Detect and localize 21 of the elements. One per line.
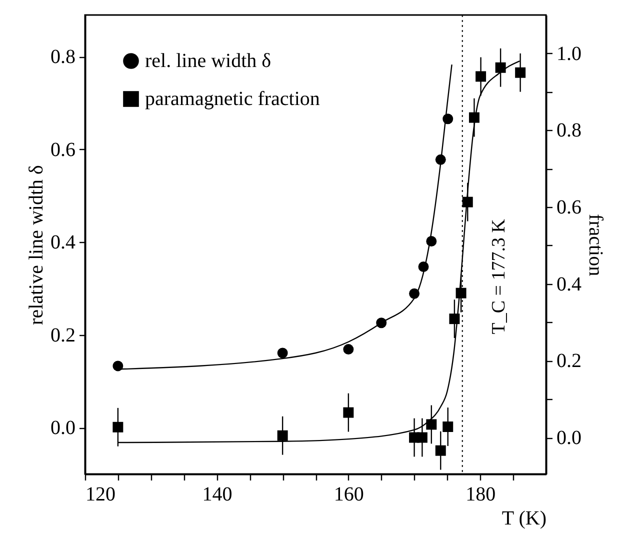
y2-tick-label: 0.4 [556,273,582,296]
y2-axis-title: fraction [584,214,606,276]
y-tick-label: 0.0 [50,417,76,440]
x-tick-label: 180 [466,484,496,506]
y-axis-title: relative line width δ [26,165,48,325]
ref-line-label: T_C = 177.3 K [488,218,510,334]
y2-tick-label: 0.6 [556,196,582,219]
y2-tick-label: 0.0 [556,427,582,450]
y-tick-label: 0.6 [50,138,76,161]
x-axis-title: T (K) [502,508,546,530]
y-tick-label: 0.4 [50,232,76,254]
x-tick-label: 140 [202,484,232,506]
x-tick-label: 120 [86,484,116,506]
y2-tick-label: 1.0 [556,42,582,65]
y2-tick-label: 0.2 [556,350,582,372]
y-tick-label: 0.8 [50,46,76,68]
y2-tick-label: 0.8 [556,120,582,142]
legend-label: rel. line width δ [145,50,272,72]
legend-label: paramagnetic fraction [145,88,320,110]
x-tick-label: 160 [334,484,364,506]
y-tick-label: 0.2 [50,324,76,346]
